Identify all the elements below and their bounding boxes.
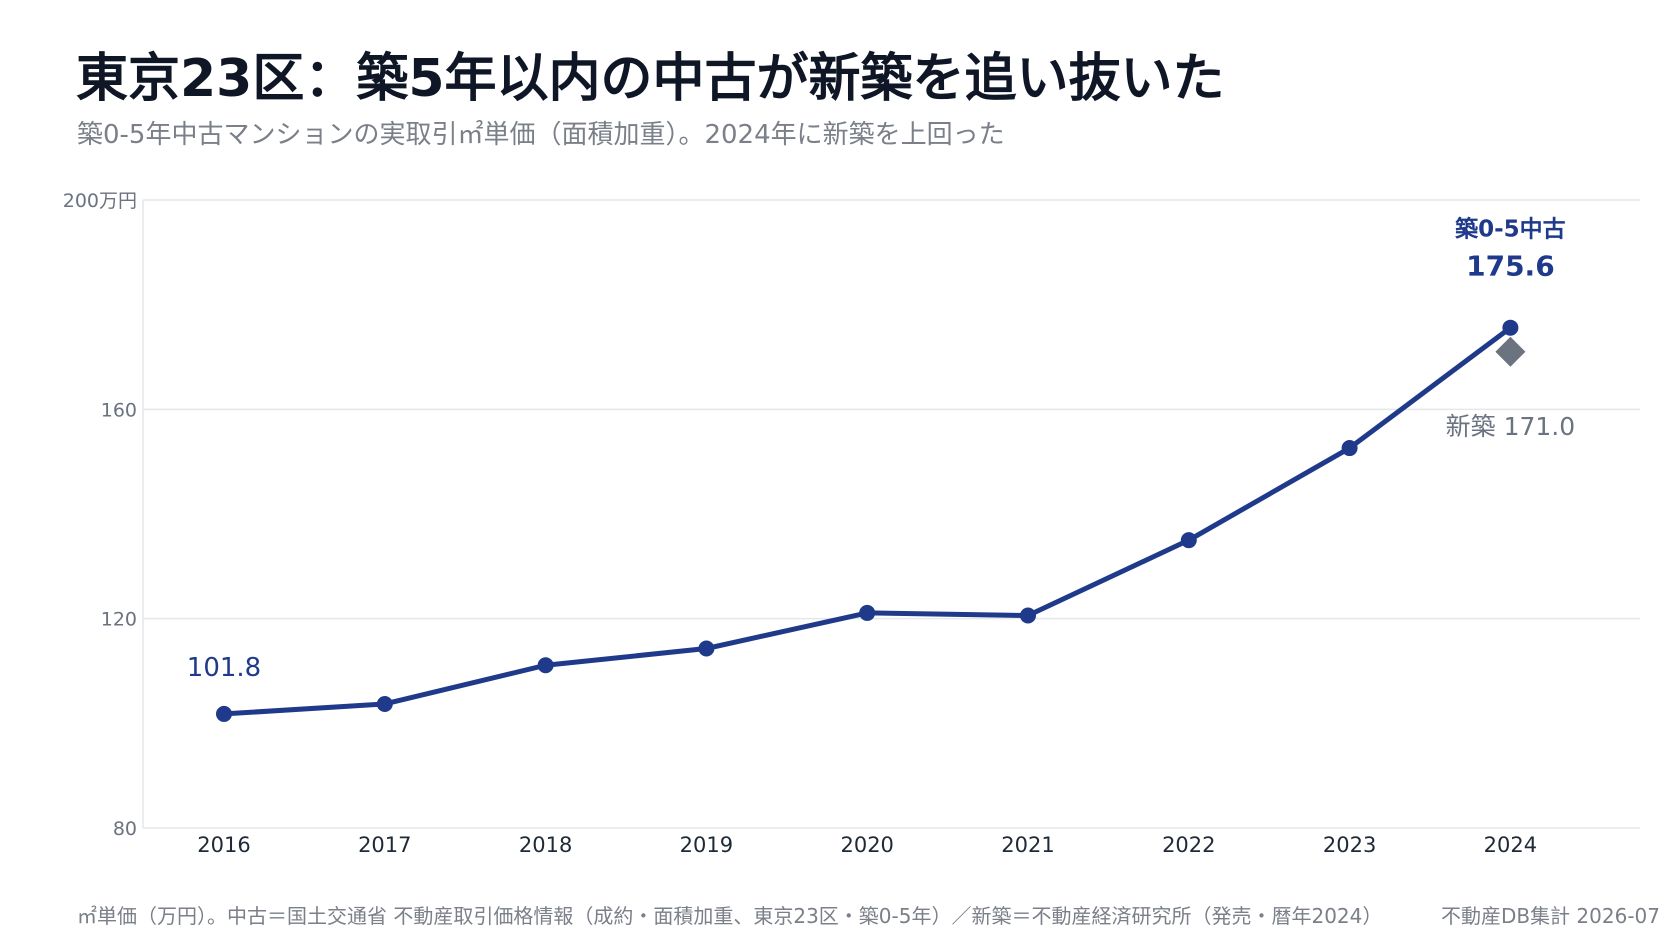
data-label-end: 175.6 <box>1466 250 1555 283</box>
x-tick-label: 2016 <box>197 833 250 857</box>
y-tick-label: 160 <box>101 399 137 421</box>
data-point-used <box>1341 440 1358 457</box>
data-point-used <box>1502 319 1519 336</box>
data-label-start: 101.8 <box>187 653 261 683</box>
data-point-used <box>376 695 393 712</box>
source-note: ㎡単価（万円）。中古＝国土交通省 不動産取引価格情報（成約・面積加重、東京23区… <box>77 904 1383 928</box>
y-tick-label: 200万円 <box>63 190 137 212</box>
data-point-used <box>537 657 554 674</box>
x-tick-label: 2021 <box>1001 833 1054 857</box>
data-point-used <box>859 604 876 621</box>
x-tick-label: 2017 <box>358 833 411 857</box>
x-tick-label: 2023 <box>1323 833 1376 857</box>
chart-subtitle: 築0-5年中古マンションの実取引㎡単価（面積加重）。2024年に新築を上回った <box>77 120 1005 150</box>
y-tick-label: 120 <box>101 609 137 631</box>
x-tick-label: 2019 <box>680 833 733 857</box>
x-tick-label: 2020 <box>840 833 893 857</box>
line-chart: 80 120 160 200万円 2016 2017 2018 2019 2020 2021 202… <box>63 190 1640 857</box>
series-label-used: 築0-5中古 <box>1454 216 1566 243</box>
data-point-used <box>1020 607 1036 624</box>
y-tick-label: 80 <box>113 818 137 840</box>
data-point-used <box>698 640 715 657</box>
data-point-used <box>1180 532 1197 549</box>
chart-title: 東京23区：築5年以内の中古が新築を追い抜いた <box>76 49 1225 109</box>
data-point-new <box>1495 336 1526 367</box>
data-label-new: 新築 171.0 <box>1446 412 1576 441</box>
x-tick-label: 2024 <box>1484 833 1537 857</box>
data-point-used <box>216 705 232 722</box>
credit-note: 不動産DB集計 2026-07 <box>1440 904 1660 928</box>
series-line-used <box>221 325 1513 717</box>
x-tick-label: 2018 <box>519 833 572 857</box>
x-tick-label: 2022 <box>1162 833 1215 857</box>
